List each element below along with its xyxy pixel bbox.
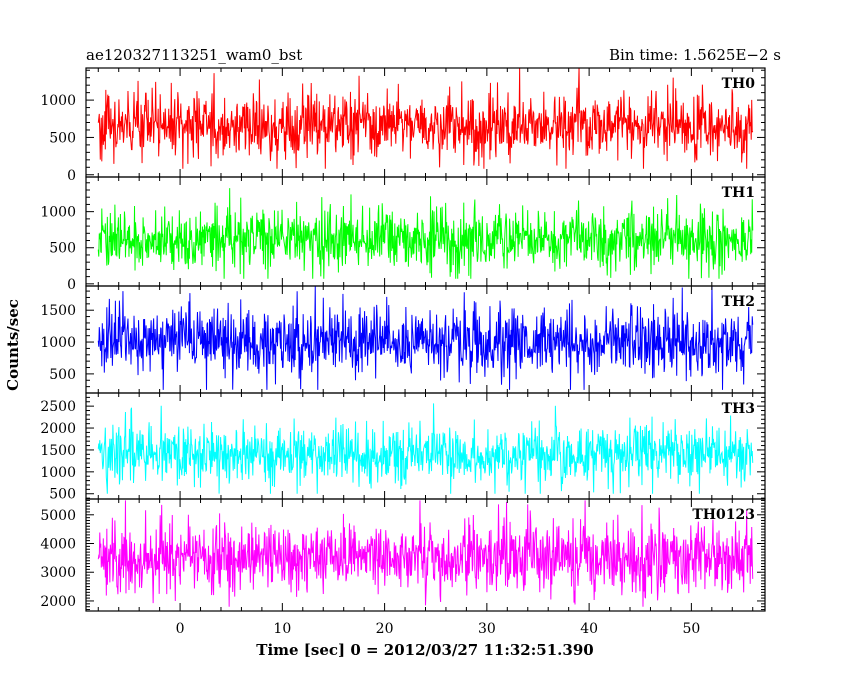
series-line-th1 (97, 188, 754, 279)
panels-group: 05001000TH005001000TH150010001500TH25001… (40, 67, 766, 637)
panel-th0: 0 500 1000 TH0 (40, 67, 766, 184)
x-tick-label: 40 (580, 621, 598, 637)
series-line-th3 (97, 403, 754, 494)
series-line-th0 (97, 68, 754, 169)
y-tick-label-th3: 1000 (40, 465, 76, 481)
panel-label-th2: TH2 (722, 294, 755, 310)
panel-th3: 500 1000 1500 2000 2500 TH3 (40, 392, 766, 503)
x-tick-label: 20 (376, 621, 394, 637)
x-tick-label: 30 (478, 621, 496, 637)
chart-title: ae120327113251_wam0_bst (86, 46, 302, 64)
y-tick-label-th1: 1000 (40, 205, 76, 221)
x-tick-label: 0 (176, 621, 185, 637)
panel-label-th0: TH0 (722, 76, 756, 92)
bin-time-subtitle: Bin time: 1.5625E−2 s (609, 46, 781, 64)
y-tick-label-th1: 0 (67, 277, 76, 293)
y-tick-label-th3: 2500 (40, 399, 76, 415)
y-tick-label-th0: 0 (67, 168, 76, 184)
y-tick-label-th2: 1500 (40, 303, 76, 319)
y-tick-label-th0123: 3000 (40, 565, 76, 581)
y-tick-label-th0123: 5000 (40, 508, 76, 524)
y-tick-label-th0: 500 (49, 130, 76, 146)
y-tick-label-th3: 2000 (40, 421, 76, 437)
y-tick-label-th1: 500 (49, 241, 76, 257)
y-tick-label-th0123: 4000 (40, 537, 76, 553)
y-axis-label: Counts/sec (4, 299, 22, 391)
x-tick-label: 50 (682, 621, 700, 637)
x-tick-label: 10 (273, 621, 291, 637)
y-tick-label-th3: 500 (49, 487, 76, 503)
panel-th0123: 2000 3000 4000 5000 TH0123 (40, 498, 766, 612)
panel-label-th0123: TH0123 (692, 507, 755, 523)
series-line-th0123 (97, 500, 754, 607)
y-tick-label-th0123: 2000 (40, 594, 76, 610)
panel-th2: 500 1000 1500 TH2 (40, 285, 766, 394)
series-line-th2 (97, 286, 754, 390)
panel-label-th1: TH1 (722, 185, 755, 201)
panel-label-th3: TH3 (722, 401, 755, 417)
y-tick-label-th2: 500 (49, 367, 76, 383)
x-axis-label: Time [sec] 0 = 2012/03/27 11:32:51.390 (256, 641, 593, 659)
y-tick-label-th0: 1000 (40, 93, 76, 109)
panel-th1: 0 500 1000 TH1 (40, 176, 766, 293)
y-tick-label-th2: 1000 (40, 335, 76, 351)
y-tick-label-th3: 1500 (40, 443, 76, 459)
